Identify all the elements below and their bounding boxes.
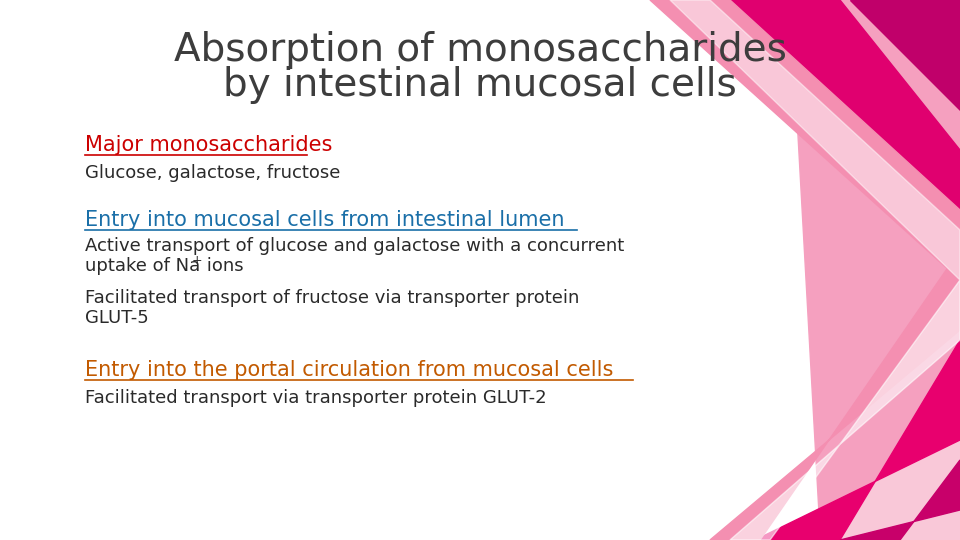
Polygon shape — [820, 390, 960, 540]
Polygon shape — [850, 0, 960, 110]
Text: by intestinal mucosal cells: by intestinal mucosal cells — [223, 66, 737, 104]
Polygon shape — [710, 0, 960, 230]
Polygon shape — [650, 0, 960, 280]
Polygon shape — [840, 460, 960, 540]
Polygon shape — [670, 0, 960, 280]
Text: Entry into the portal circulation from mucosal cells: Entry into the portal circulation from m… — [85, 360, 613, 380]
Text: Entry into mucosal cells from intestinal lumen: Entry into mucosal cells from intestinal… — [85, 210, 564, 230]
Text: +: + — [192, 254, 203, 267]
Text: Facilitated transport via transporter protein GLUT-2: Facilitated transport via transporter pr… — [85, 389, 546, 407]
Text: Absorption of monosaccharides: Absorption of monosaccharides — [174, 31, 786, 69]
Text: Major monosaccharides: Major monosaccharides — [85, 135, 332, 155]
Text: Active transport of glucose and galactose with a concurrent: Active transport of glucose and galactos… — [85, 237, 624, 255]
Text: uptake of Na: uptake of Na — [85, 257, 201, 275]
Text: Glucose, galactose, fructose: Glucose, galactose, fructose — [85, 164, 341, 182]
Text: ions: ions — [201, 257, 244, 275]
Text: GLUT-5: GLUT-5 — [85, 309, 149, 327]
Polygon shape — [755, 340, 960, 540]
Polygon shape — [790, 0, 960, 540]
Polygon shape — [710, 250, 960, 540]
Text: Facilitated transport of fructose via transporter protein: Facilitated transport of fructose via tr… — [85, 289, 580, 307]
Polygon shape — [730, 280, 960, 540]
